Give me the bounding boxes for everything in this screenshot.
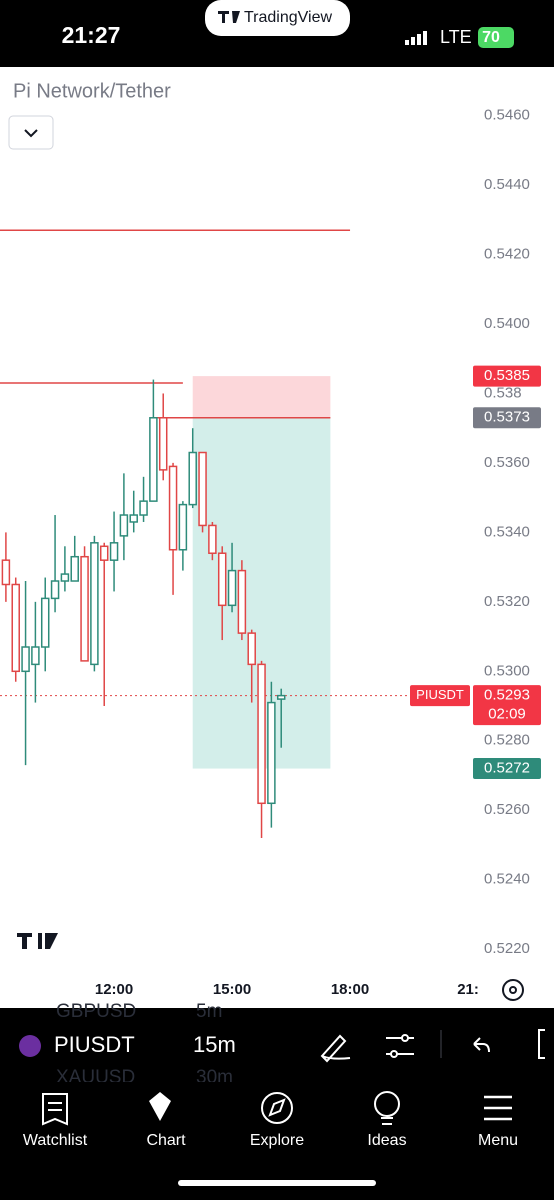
candle-body [247,632,256,666]
watchlist-icon [42,1093,68,1126]
settings-icon[interactable] [502,979,524,1001]
symbol[interactable]: PIUSDT [54,1032,135,1057]
candle-body [50,580,60,600]
symbol-badge [410,685,470,707]
candle-body [267,701,276,805]
plot: 0.5460 0.5440 0.5420 0.5400 0.538 0.5360 0.534… [0,107,541,998]
chart-icon [149,1092,171,1121]
candle-body [90,542,99,666]
chevron [24,129,38,138]
symbol-badge-label: PIUSDT [416,687,464,702]
explore-icon [261,1092,293,1124]
x-tick-label: 12:00 [95,981,133,998]
dropdown[interactable] [8,115,54,150]
ghost-interval: 5m [196,1001,222,1022]
candle-body [139,500,148,516]
home-indicator [178,1180,376,1186]
price-badge [473,685,541,726]
nav-label[interactable]: Explore [250,1132,304,1149]
bulb-base [381,1117,393,1125]
y-tick-label: 0.5360 [484,454,530,471]
nav-label[interactable]: Ideas [367,1132,406,1149]
y-tick-label: 0.5280 [484,732,530,749]
target-badge [473,758,541,780]
candle-body [237,569,247,634]
nav-label[interactable]: Menu [478,1132,518,1149]
battery [478,27,514,48]
chart-title: Pi Network/Tether [13,80,171,102]
menu-icon [484,1095,512,1121]
ideas-icon [374,1091,400,1117]
nav-label[interactable]: Watchlist [23,1132,88,1149]
candle-body [168,465,178,551]
entry-badge [473,407,541,429]
x-tick-label: 21: [457,981,479,998]
candle-body [60,573,70,582]
candle-body [158,417,168,471]
y-tick-label: 0.5320 [484,593,530,610]
app-name: TradingView [244,9,332,26]
candle-body [40,597,50,648]
settings-dot [509,986,517,994]
candle-body [188,451,197,506]
interval[interactable]: 15m [193,1032,236,1057]
toolbar [0,1008,554,1082]
watermark-logo [17,933,58,949]
network: LTE [440,27,472,47]
candle-body [80,555,89,662]
chart-area [0,67,554,1008]
y-tick-label: 0.5240 [484,871,530,888]
x-tick-label: 15:00 [213,981,251,998]
candle-body [217,552,227,607]
y-tick-label: 0.5400 [484,315,530,332]
y-tick-label: 0.5340 [484,523,530,540]
x-tick-label: 18:00 [331,981,369,998]
candle-body [119,514,129,537]
candle-body [11,583,20,673]
more-icon[interactable] [538,1029,545,1059]
price-badge-label: 0.5293 [484,687,530,704]
candle-body [198,451,207,527]
battery-level: 70 [482,29,500,46]
compass-needle [268,1098,286,1117]
app-pill [205,0,350,36]
y-tick-label: 0.538 [484,384,522,401]
countdown: 02:09 [488,706,526,723]
y-tick-label: 0.5220 [484,940,530,957]
candle-body [1,559,11,586]
candle-body [178,503,188,551]
candle-body [21,646,30,673]
y-tick-label: 0.5260 [484,801,530,818]
candle-body [99,545,109,561]
stop-badge [473,365,541,387]
undo-icon[interactable] [473,1037,490,1053]
signal [405,31,427,45]
draw-icon[interactable] [320,1034,351,1063]
candle-body [70,555,79,582]
candle-body [276,694,286,700]
target-badge-label: 0.5272 [484,760,530,777]
stop-badge-label: 0.5385 [484,367,530,384]
candle-body [149,417,158,502]
stop-zone [192,376,331,418]
candle-body [129,514,138,523]
indicator-icon[interactable] [386,1034,414,1058]
entry-badge-label: 0.5373 [484,409,530,426]
candle-body [109,542,119,561]
candle-body [208,524,217,554]
y-tick-label: 0.5420 [484,246,530,263]
y-tick-label: 0.5300 [484,662,530,679]
symbol-icon [19,1035,41,1057]
candle-body [227,569,237,607]
y-tick-label: 0.5460 [484,107,530,124]
app-logo [218,11,240,23]
ghost-symbol: GBPUSD [56,1001,136,1022]
candle-body [31,646,40,666]
nav-label[interactable]: Chart [146,1132,186,1149]
y-tick-label: 0.5440 [484,176,530,193]
clock: 21:27 [62,22,121,48]
candle-body [257,663,266,805]
